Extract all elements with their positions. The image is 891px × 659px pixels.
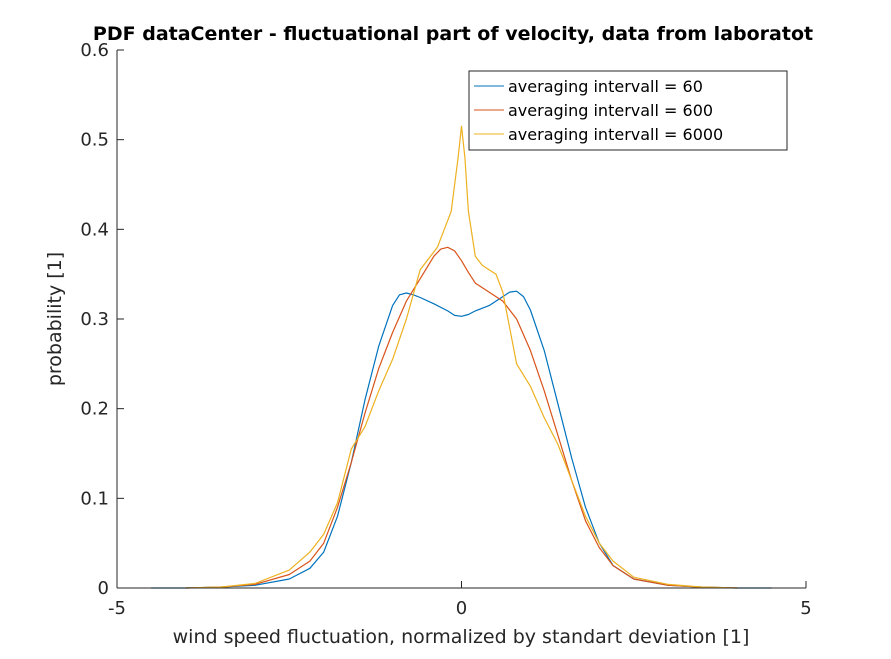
y-tick-label: 0.4	[80, 219, 109, 240]
y-tick-label: 0.6	[80, 40, 109, 61]
y-tick-label: 0.3	[80, 309, 109, 330]
series-line-1	[150, 290, 773, 589]
y-tick-label: 0.1	[80, 488, 109, 509]
y-tick-label: 0.5	[80, 130, 109, 151]
y-tick-label: 0	[98, 578, 109, 599]
chart-title: PDF dataCenter - fluctuational part of v…	[93, 23, 813, 45]
series-layer	[150, 125, 773, 589]
x-tick-label: -5	[108, 598, 126, 619]
legend-label-series-2: averaging intervall = 600	[508, 101, 713, 120]
series-line-2	[185, 246, 738, 589]
x-tick-label: 5	[800, 598, 811, 619]
series-line-3	[185, 125, 738, 589]
legend: averaging intervall = 60 averaging inter…	[468, 70, 788, 151]
legend-box	[468, 70, 788, 151]
legend-label-series-3: averaging intervall = 6000	[508, 125, 723, 144]
y-axis-label: probability [1]	[44, 252, 66, 386]
legend-label-series-1: averaging intervall = 60	[508, 77, 703, 96]
y-tick-label: 0.2	[80, 399, 109, 420]
x-axis-label: wind speed fluctuation, normalized by st…	[173, 626, 750, 648]
ticks-layer: -5 0 500.10.20.30.40.50.6	[80, 40, 811, 619]
x-tick-label: 0	[456, 598, 467, 619]
